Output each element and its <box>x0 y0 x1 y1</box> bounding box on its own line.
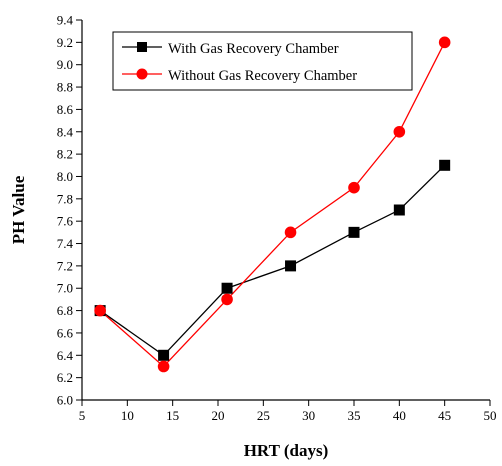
y-tick-label: 9.2 <box>57 35 73 50</box>
x-tick-label: 40 <box>393 408 406 423</box>
y-tick-label: 9.0 <box>57 57 73 72</box>
x-axis-title: HRT (days) <box>244 441 329 460</box>
y-tick-label: 7.8 <box>57 191 73 206</box>
legend: With Gas Recovery Chamber Without Gas Re… <box>112 31 413 91</box>
x-tick-label: 10 <box>121 408 134 423</box>
series-1-point <box>348 226 360 238</box>
y-axis-title: PH Value <box>9 175 28 244</box>
y-tick-label: 6.4 <box>57 348 74 363</box>
y-tick-label: 7.0 <box>57 281 73 296</box>
series-1-point <box>285 260 297 272</box>
x-tick-label: 15 <box>166 408 179 423</box>
x-tick-label: 5 <box>79 408 86 423</box>
series-2-point <box>284 226 297 239</box>
x-tick-label: 45 <box>438 408 451 423</box>
y-tick-label: 8.6 <box>57 102 74 117</box>
y-tick-label: 6.6 <box>57 325 74 340</box>
x-tick-label: 25 <box>257 408 270 423</box>
legend-marker-square <box>137 42 147 52</box>
x-tick-label: 35 <box>348 408 361 423</box>
y-tick-label: 8.2 <box>57 147 73 162</box>
legend-marker-circle <box>136 68 148 80</box>
series-2-point <box>348 181 360 194</box>
y-tick-label: 9.4 <box>57 13 74 28</box>
x-axis-ticks: 5 10 15 20 25 30 35 40 45 50 <box>79 400 497 423</box>
y-tick-label: 7.6 <box>57 214 74 229</box>
series-1-point <box>221 282 233 294</box>
series-2-point <box>438 36 451 49</box>
x-tick-label: 20 <box>212 408 225 423</box>
y-tick-label: 8.4 <box>57 124 74 139</box>
y-tick-label: 6.8 <box>57 303 73 318</box>
y-tick-label: 6.2 <box>57 370 73 385</box>
x-tick-label: 50 <box>484 408 497 423</box>
series-1-point <box>439 159 451 171</box>
series-line-2 <box>99 42 446 368</box>
y-tick-label: 8.8 <box>57 80 73 95</box>
y-tick-label: 7.2 <box>57 258 73 273</box>
legend-label-without-gas: Without Gas Recovery Chamber <box>168 68 357 84</box>
y-tick-label: 6.0 <box>57 393 73 408</box>
series-line-1 <box>99 164 446 357</box>
x-tick-label: 30 <box>302 408 315 423</box>
legend-box <box>112 31 413 91</box>
series-2-point <box>393 125 406 138</box>
y-tick-label: 8.0 <box>57 169 73 184</box>
series-layer <box>94 36 451 373</box>
series-2-point <box>157 360 170 373</box>
y-axis-ticks: 6.0 6.2 6.4 6.6 6.8 7.0 7.2 7.4 7.6 7.8 8.0 8.2 8.4 8… <box>57 13 82 408</box>
series-2-point <box>94 304 106 317</box>
y-tick-label: 7.4 <box>57 236 74 251</box>
plot-area <box>81 20 490 401</box>
legend-label-with-gas: With Gas Recovery Chamber <box>168 41 339 57</box>
series-1-point <box>158 349 170 361</box>
series-2-point <box>221 293 233 306</box>
series-1-point <box>393 204 405 216</box>
